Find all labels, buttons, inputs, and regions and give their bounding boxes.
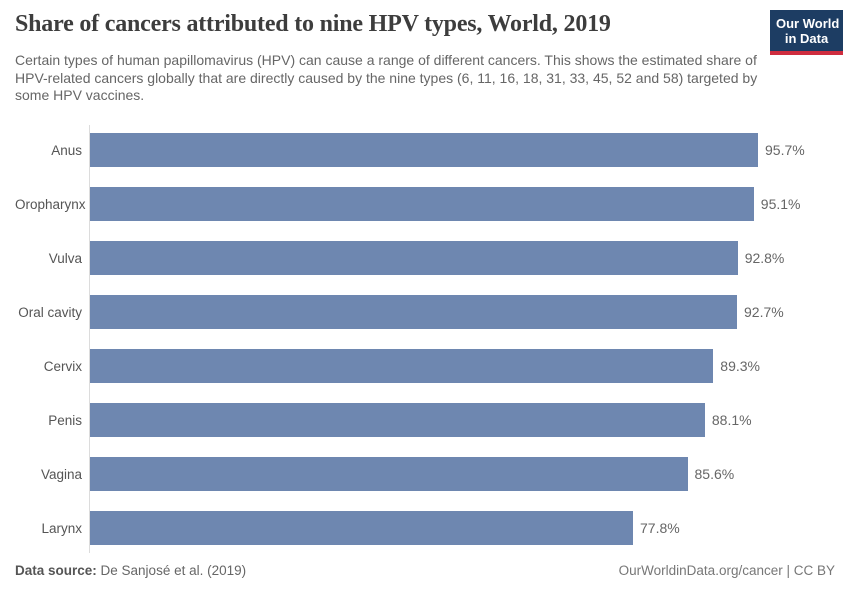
value-label: 92.8%: [744, 250, 785, 266]
bar-row: Oral cavity 92.7%: [15, 285, 835, 339]
bar[interactable]: [90, 187, 754, 221]
bar-track: 92.7%: [90, 285, 835, 339]
bar-track: 88.1%: [90, 393, 835, 447]
bar[interactable]: [90, 457, 688, 491]
bar[interactable]: [90, 295, 737, 329]
bar-track: 95.7%: [90, 123, 835, 177]
value-label: 92.7%: [744, 304, 784, 320]
bar-track: 95.1%: [90, 177, 835, 231]
bar-row: Cervix 89.3%: [15, 339, 835, 393]
bar-row: Oropharynx 95.1%: [15, 177, 835, 231]
bar-row: Penis 88.1%: [15, 393, 835, 447]
bar-track: 85.6%: [90, 447, 835, 501]
bar[interactable]: [90, 511, 633, 545]
bar-row: Anus 95.7%: [15, 123, 835, 177]
category-label: Vulva: [48, 250, 82, 266]
owid-logo: Our World in Data: [770, 10, 843, 55]
category-label: Cervix: [43, 358, 82, 374]
bar[interactable]: [90, 241, 738, 275]
data-source: Data source: De Sanjosé et al. (2019): [15, 563, 246, 578]
chart-subtitle: Certain types of human papillomavirus (H…: [15, 52, 758, 103]
data-source-label: Data source:: [15, 563, 97, 578]
chart-footer: Data source: De Sanjosé et al. (2019) Ou…: [15, 563, 835, 578]
bar-chart: Anus 95.7% Oropharynx 95.1% Vulva 92.8% …: [15, 123, 835, 557]
y-axis-line: [89, 125, 90, 553]
bar[interactable]: [90, 403, 705, 437]
data-source-value: De Sanjosé et al. (2019): [96, 563, 247, 578]
value-label: 89.3%: [720, 358, 760, 374]
bar[interactable]: [90, 349, 714, 383]
bar-track: 77.8%: [90, 501, 835, 555]
bar-row: Larynx 77.8%: [15, 501, 835, 555]
owid-logo-line1: Our World: [776, 16, 840, 31]
footer-link[interactable]: OurWorldinData.org/cancer | CC BY: [618, 563, 835, 578]
bar-row: Vulva 92.8%: [15, 231, 835, 285]
value-label: 95.7%: [765, 142, 805, 158]
value-label: 77.8%: [640, 520, 680, 536]
bar[interactable]: [90, 133, 758, 167]
category-label: Anus: [51, 142, 82, 158]
category-label: Vagina: [40, 466, 82, 482]
category-label: Oral cavity: [18, 304, 82, 320]
category-label: Oropharynx: [15, 196, 86, 212]
bar-track: 89.3%: [90, 339, 835, 393]
value-label: 95.1%: [760, 196, 801, 212]
value-label: 88.1%: [711, 412, 752, 428]
bar-track: 92.8%: [90, 231, 835, 285]
category-label: Penis: [48, 412, 82, 428]
bar-row: Vagina 85.6%: [15, 447, 835, 501]
value-label: 85.6%: [694, 466, 735, 482]
bar-rows: Anus 95.7% Oropharynx 95.1% Vulva 92.8% …: [15, 123, 835, 555]
page-title: Share of cancers attributed to nine HPV …: [15, 11, 611, 37]
owid-logo-line2: in Data: [784, 31, 829, 46]
category-label: Larynx: [41, 520, 82, 536]
